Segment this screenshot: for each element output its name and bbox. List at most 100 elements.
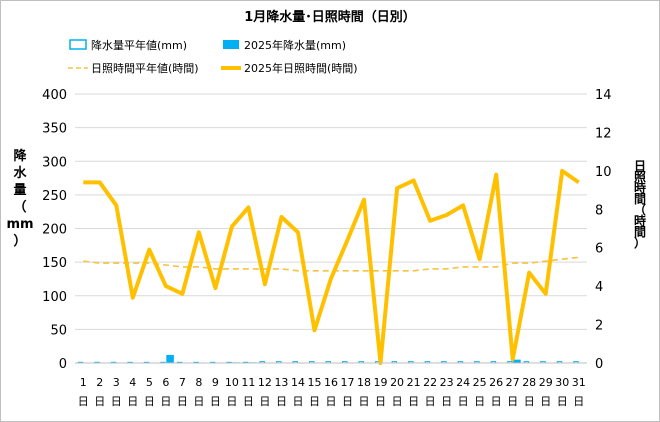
legend-label: 2025年日照時間(時間) (244, 61, 358, 75)
y-right-tick-label: 0 (595, 357, 603, 372)
x-tick-label: 24 (456, 376, 470, 389)
legend-label: 日照時間平年値(時間) (91, 61, 199, 75)
x-tick-label: 8 (195, 376, 202, 389)
x-tick-label: 25 (473, 376, 487, 389)
x-tick-label: 31 (572, 376, 586, 389)
x-tick-label: 28 (522, 376, 536, 389)
y-right-axis-title-char: （ (634, 202, 646, 217)
y-right-tick-label: 2 (595, 319, 603, 334)
x-tick-suffix: 日 (276, 395, 287, 408)
x-tick-suffix: 日 (441, 395, 452, 408)
x-tick-suffix: 日 (243, 395, 254, 408)
x-tick-label: 20 (390, 376, 404, 389)
x-tick-suffix: 日 (359, 395, 370, 408)
x-tick-suffix: 日 (259, 395, 270, 408)
x-tick-label: 19 (374, 376, 388, 389)
legend-label: 降水量平年値(mm) (91, 38, 187, 52)
x-tick-label: 7 (179, 376, 186, 389)
x-tick-label: 27 (506, 376, 520, 389)
x-tick-suffix: 日 (524, 395, 535, 408)
y-right-axis-title-char: 間 (634, 225, 646, 239)
x-tick-label: 12 (258, 376, 272, 389)
x-tick-suffix: 日 (326, 395, 337, 408)
x-tick-label: 6 (162, 376, 169, 389)
x-tick-suffix: 日 (392, 395, 403, 408)
x-tick-suffix: 日 (342, 395, 353, 408)
x-tick-suffix: 日 (425, 395, 436, 408)
legend-marker-precip-normal (69, 39, 87, 50)
x-tick-label: 9 (212, 376, 219, 389)
x-tick-label: 2 (96, 376, 103, 389)
x-tick-suffix: 日 (78, 395, 89, 408)
x-tick-suffix: 日 (111, 395, 122, 408)
y-right-tick-label: 4 (595, 280, 603, 295)
x-tick-suffix: 日 (309, 395, 320, 408)
y-left-tick-label: 150 (42, 256, 67, 271)
x-tick-label: 17 (341, 376, 355, 389)
y-left-axis-title-char: mm (6, 217, 33, 232)
legend-label: 2025年降水量(mm) (244, 38, 346, 52)
y-right-axis-title-char: 照 (634, 169, 646, 184)
y-left-axis-title-char: 量 (13, 183, 26, 198)
x-tick-suffix: 日 (458, 395, 469, 408)
x-tick-suffix: 日 (474, 395, 485, 408)
y-right-tick-label: 14 (595, 88, 612, 103)
x-tick-suffix: 日 (127, 395, 138, 408)
x-tick-label: 13 (274, 376, 288, 389)
y-right-tick-label: 8 (595, 203, 603, 218)
y-left-tick-label: 100 (42, 290, 67, 305)
x-tick-label: 30 (555, 376, 569, 389)
y-right-tick-label: 10 (595, 165, 612, 180)
axes: 050100150200250300350400024681012141日2日3… (6, 88, 646, 408)
x-tick-label: 26 (489, 376, 503, 389)
y-right-axis-title-char: 時 (634, 180, 646, 195)
line-sunshine-2025 (83, 168, 580, 365)
x-tick-suffix: 日 (491, 395, 502, 408)
x-tick-suffix: 日 (226, 395, 237, 408)
x-tick-label: 3 (113, 376, 120, 389)
x-tick-label: 18 (357, 376, 371, 389)
y-left-tick-label: 50 (50, 323, 67, 338)
x-tick-label: 23 (440, 376, 454, 389)
y-left-tick-label: 300 (42, 155, 67, 170)
y-left-tick-label: 350 (42, 122, 67, 137)
gridlines (75, 93, 587, 330)
x-tick-suffix: 日 (540, 395, 551, 408)
x-tick-suffix: 日 (160, 395, 171, 408)
bar-precip-2025 (166, 354, 174, 363)
x-tick-suffix: 日 (573, 395, 584, 408)
y-left-axis-title-char: ） (13, 233, 26, 249)
x-tick-label: 15 (307, 376, 321, 389)
y-right-tick-label: 12 (595, 126, 612, 141)
line-sunshine-normal (83, 256, 579, 272)
x-tick-label: 11 (241, 376, 255, 389)
x-tick-suffix: 日 (507, 395, 518, 408)
y-left-axis-title-char: 降 (13, 148, 27, 164)
x-tick-label: 1 (80, 376, 87, 389)
y-right-axis-title-char: 日 (634, 159, 646, 173)
y-right-axis-title-char: 間 (634, 192, 646, 206)
y-right-tick-label: 6 (595, 242, 603, 257)
x-tick-suffix: 日 (144, 395, 155, 408)
legend-marker-precip-2025 (223, 40, 239, 49)
y-left-tick-label: 0 (59, 357, 67, 372)
x-tick-suffix: 日 (557, 395, 568, 408)
y-left-tick-label: 400 (42, 88, 67, 103)
legend: 降水量平年値(mm) 2025年降水量(mm) 日照時間平年値(時間) 2025年日照… (68, 38, 358, 75)
x-tick-suffix: 日 (177, 395, 188, 408)
plot-area (77, 168, 580, 365)
x-tick-label: 29 (539, 376, 553, 389)
y-right-axis-title-char: 時 (634, 213, 646, 228)
x-tick-suffix: 日 (210, 395, 221, 408)
x-tick-suffix: 日 (94, 395, 105, 408)
y-left-tick-label: 200 (42, 223, 67, 238)
x-tick-suffix: 日 (408, 395, 419, 408)
x-tick-suffix: 日 (375, 395, 386, 408)
y-left-axis-title-char: （ (13, 199, 26, 215)
y-right-axis-title-char: ） (634, 235, 646, 250)
x-tick-label: 16 (324, 376, 338, 389)
chart-title: 1月降水量･日照時間（日別） (244, 9, 416, 25)
x-tick-label: 4 (129, 376, 136, 389)
